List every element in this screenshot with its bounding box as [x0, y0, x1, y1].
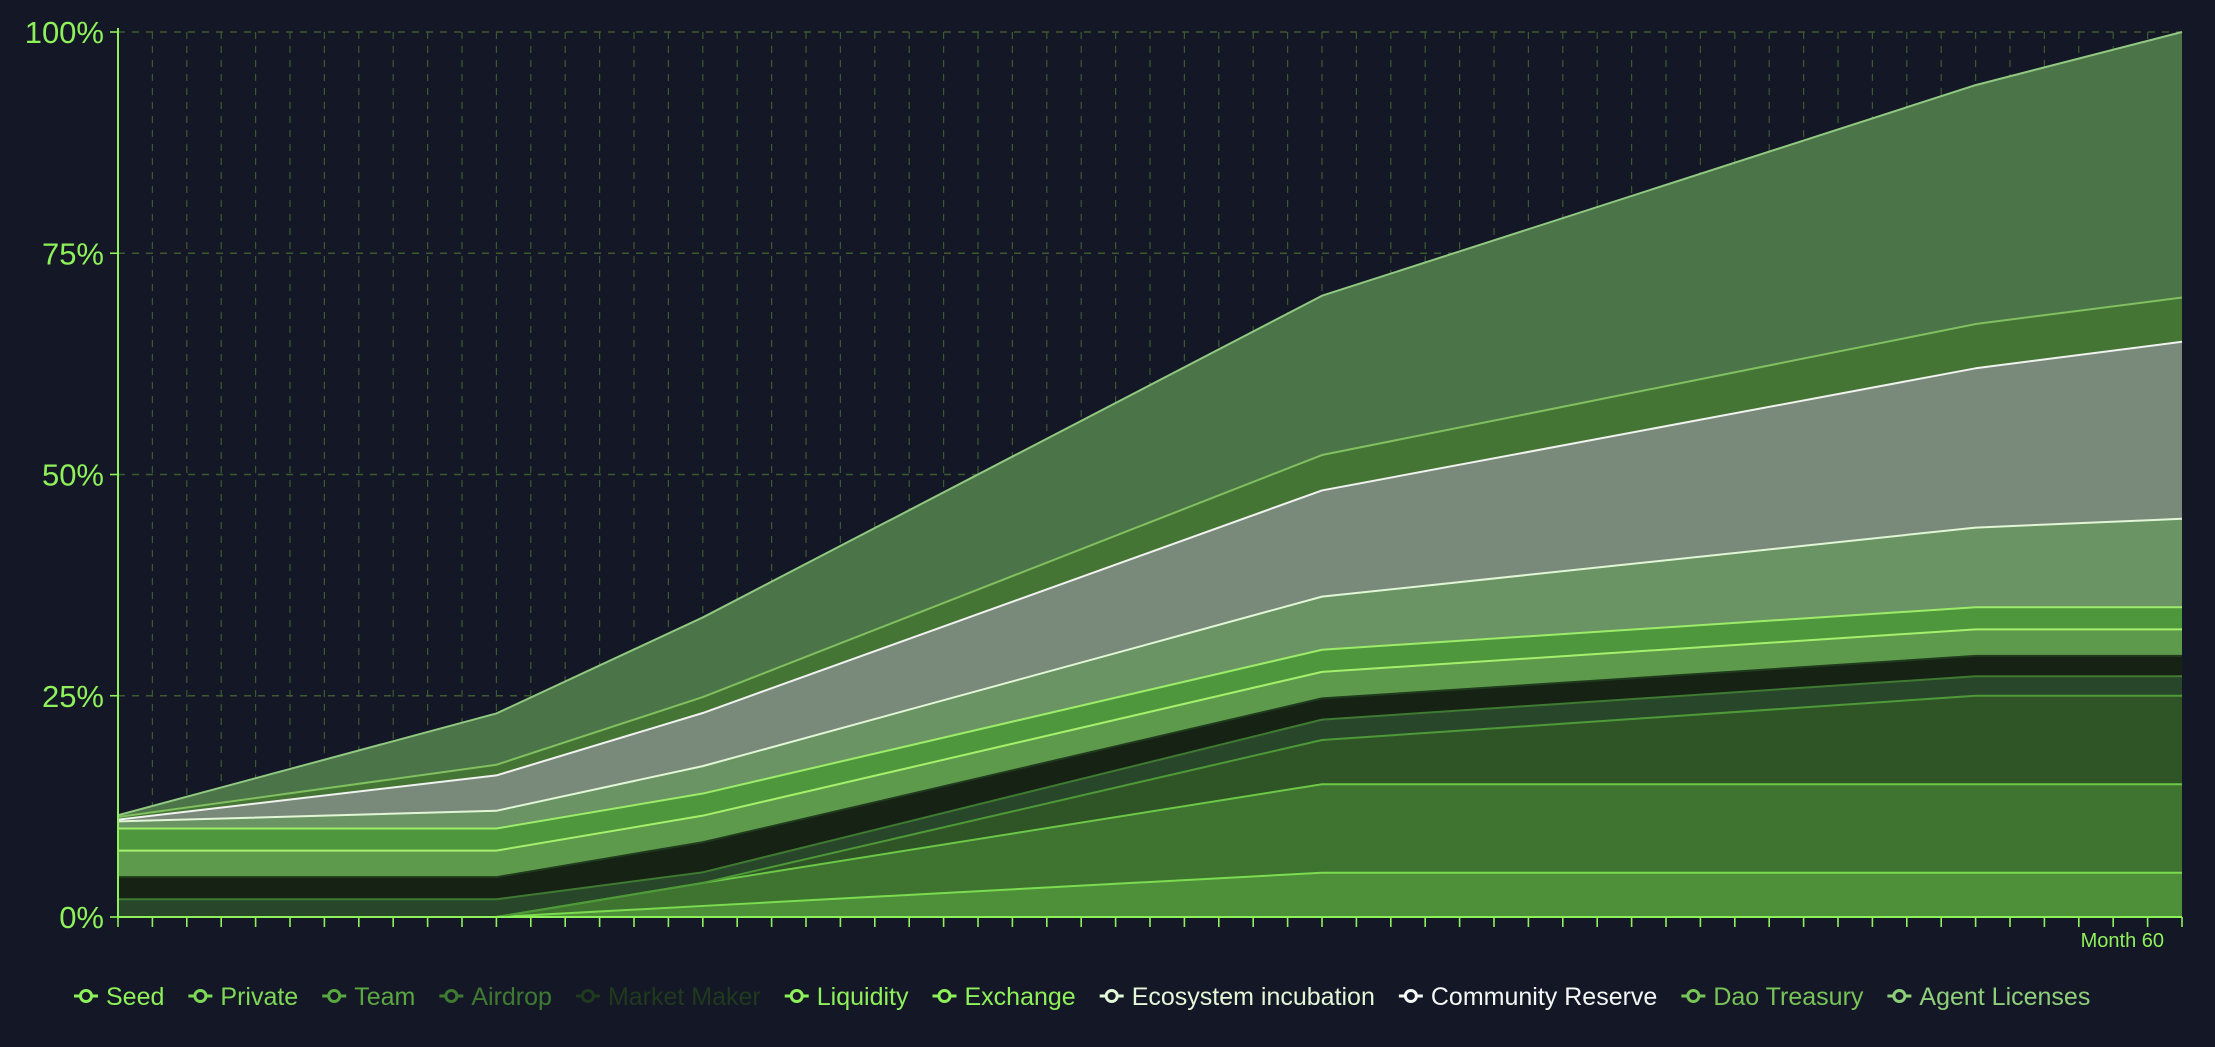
legend-item-liquidity[interactable]: Liquidity	[784, 983, 909, 1011]
legend-circle-icon	[444, 989, 459, 1003]
legend-label: Agent Licenses	[1919, 983, 2090, 1011]
area-team	[118, 695, 2182, 917]
legend-circle-icon	[193, 989, 208, 1003]
area-liquidity	[118, 629, 2182, 878]
y-tick-label: 25%	[42, 679, 104, 714]
y-tick-label: 50%	[42, 458, 104, 493]
legend-item-community-reserve[interactable]: Community Reserve	[1398, 983, 1657, 1011]
legend: Seed Private Team Airdrop Market Maker Liquid…	[74, 983, 2090, 1011]
line-market-maker	[118, 654, 2182, 879]
legend-circle-icon	[789, 989, 804, 1003]
line-airdrop	[118, 675, 2182, 901]
legend-circle-icon	[937, 989, 952, 1003]
x-axis-end-label: Month 60	[2081, 930, 2164, 952]
legend-item-agent-licenses[interactable]: Agent Licenses	[1887, 983, 2090, 1011]
legend-item-private[interactable]: Private	[188, 983, 298, 1011]
legend-label: Liquidity	[817, 983, 909, 1011]
area-agent-licenses	[118, 32, 2182, 817]
line-agent-licenses	[117, 31, 2183, 817]
line-community-reserve	[117, 340, 2183, 821]
y-tick-label: 100%	[25, 15, 104, 50]
legend-label: Seed	[106, 983, 164, 1011]
area-dao-treasury	[118, 297, 2182, 820]
legend-circle-icon	[79, 989, 93, 1003]
legend-label: Ecosystem incubation	[1132, 983, 1375, 1011]
legend-label: Market Maker	[608, 983, 761, 1011]
legend-item-dao-treasury[interactable]: Dao Treasury	[1681, 983, 1864, 1011]
line-ecosystem-incubation	[117, 517, 2183, 823]
legend-circle-icon	[1403, 989, 1418, 1003]
y-tick-label: 0%	[59, 900, 104, 935]
legend-circle-icon	[1892, 989, 1907, 1003]
legend-circle-icon	[580, 989, 595, 1003]
legend-label: Exchange	[964, 983, 1075, 1011]
legend-item-market-maker[interactable]: Market Maker	[575, 983, 761, 1011]
legend-label: Community Reserve	[1431, 983, 1657, 1011]
legend-item-team[interactable]: Team	[322, 983, 415, 1011]
legend-circle-icon	[1686, 989, 1701, 1003]
legend-item-ecosystem-incubation[interactable]: Ecosystem incubation	[1099, 983, 1375, 1011]
area-layer	[118, 32, 2182, 917]
area-community-reserve	[118, 341, 2182, 822]
line-exchange	[118, 606, 2182, 830]
legend-item-exchange[interactable]: Exchange	[932, 983, 1076, 1011]
area-private	[118, 784, 2182, 917]
legend-circle-icon	[1104, 989, 1119, 1003]
legend-label: Dao Treasury	[1713, 983, 1864, 1011]
axis-layer: 0% 25% 50% 75% 100%	[25, 15, 2183, 935]
legend-circle-icon	[327, 989, 342, 1003]
legend-label: Airdrop	[471, 983, 552, 1011]
legend-item-seed[interactable]: Seed	[74, 983, 164, 1011]
area-seed	[118, 872, 2182, 917]
legend-label: Team	[354, 983, 415, 1011]
line-liquidity	[118, 628, 2182, 852]
legend-item-airdrop[interactable]: Airdrop	[439, 983, 552, 1011]
y-tick-label: 75%	[42, 236, 104, 271]
legend-label: Private	[220, 983, 298, 1011]
area-ecosystem-incubation	[118, 518, 2182, 829]
line-dao-treasury	[117, 296, 2183, 818]
